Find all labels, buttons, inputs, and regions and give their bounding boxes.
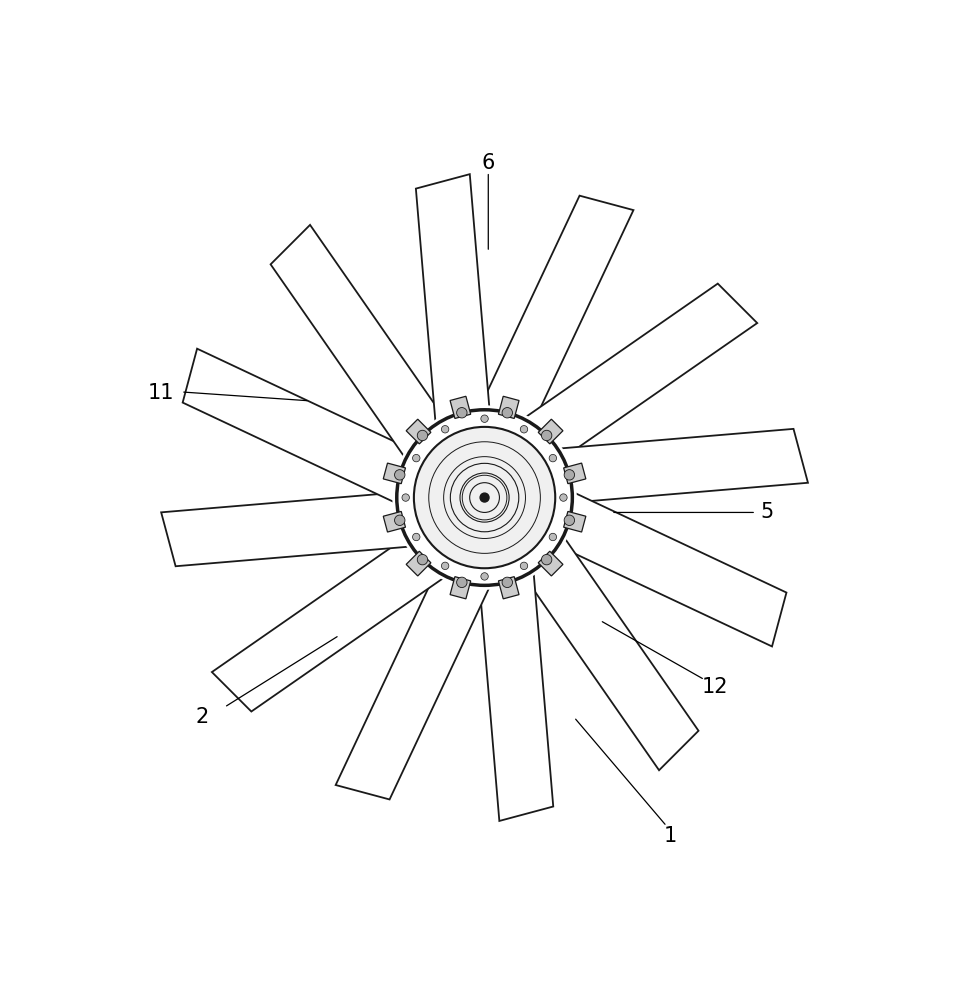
Text: 11: 11 (148, 383, 174, 403)
Circle shape (402, 494, 409, 501)
Polygon shape (560, 493, 786, 646)
Polygon shape (212, 538, 444, 712)
Circle shape (457, 577, 468, 588)
Polygon shape (336, 573, 490, 799)
Polygon shape (450, 577, 470, 599)
Polygon shape (480, 196, 634, 422)
Polygon shape (525, 538, 699, 770)
Text: 2: 2 (195, 707, 208, 727)
Circle shape (444, 457, 525, 538)
Circle shape (502, 408, 513, 418)
Text: 5: 5 (760, 502, 774, 522)
Circle shape (463, 475, 507, 520)
Polygon shape (560, 429, 808, 502)
Text: 6: 6 (482, 153, 495, 173)
Polygon shape (383, 511, 405, 532)
Text: 12: 12 (702, 677, 729, 697)
Circle shape (418, 554, 428, 565)
Circle shape (457, 408, 468, 418)
Circle shape (502, 577, 513, 588)
Polygon shape (416, 174, 490, 422)
Circle shape (560, 494, 567, 501)
Circle shape (413, 454, 420, 462)
Polygon shape (564, 511, 586, 532)
Circle shape (520, 426, 528, 433)
Circle shape (395, 515, 405, 525)
Polygon shape (498, 577, 519, 599)
Circle shape (541, 554, 552, 565)
Circle shape (442, 426, 449, 433)
Polygon shape (480, 573, 553, 821)
Polygon shape (161, 493, 409, 566)
Circle shape (481, 415, 489, 422)
Polygon shape (406, 419, 431, 444)
Circle shape (541, 430, 552, 441)
Circle shape (413, 533, 420, 541)
Polygon shape (182, 349, 409, 502)
Polygon shape (539, 419, 563, 444)
Circle shape (393, 405, 577, 590)
Polygon shape (498, 396, 519, 418)
Circle shape (564, 515, 575, 525)
Circle shape (429, 442, 540, 553)
Circle shape (395, 470, 405, 480)
Circle shape (414, 427, 555, 568)
Polygon shape (406, 551, 431, 576)
Polygon shape (564, 463, 586, 484)
Circle shape (480, 493, 489, 502)
Text: 1: 1 (664, 826, 677, 846)
Polygon shape (525, 284, 757, 457)
Circle shape (481, 573, 489, 580)
Circle shape (418, 430, 428, 441)
Polygon shape (383, 463, 405, 484)
Polygon shape (271, 225, 444, 457)
Circle shape (549, 454, 557, 462)
Circle shape (564, 470, 575, 480)
Circle shape (520, 562, 528, 570)
Polygon shape (450, 396, 470, 418)
Circle shape (549, 533, 557, 541)
Circle shape (442, 562, 449, 570)
Polygon shape (539, 551, 563, 576)
